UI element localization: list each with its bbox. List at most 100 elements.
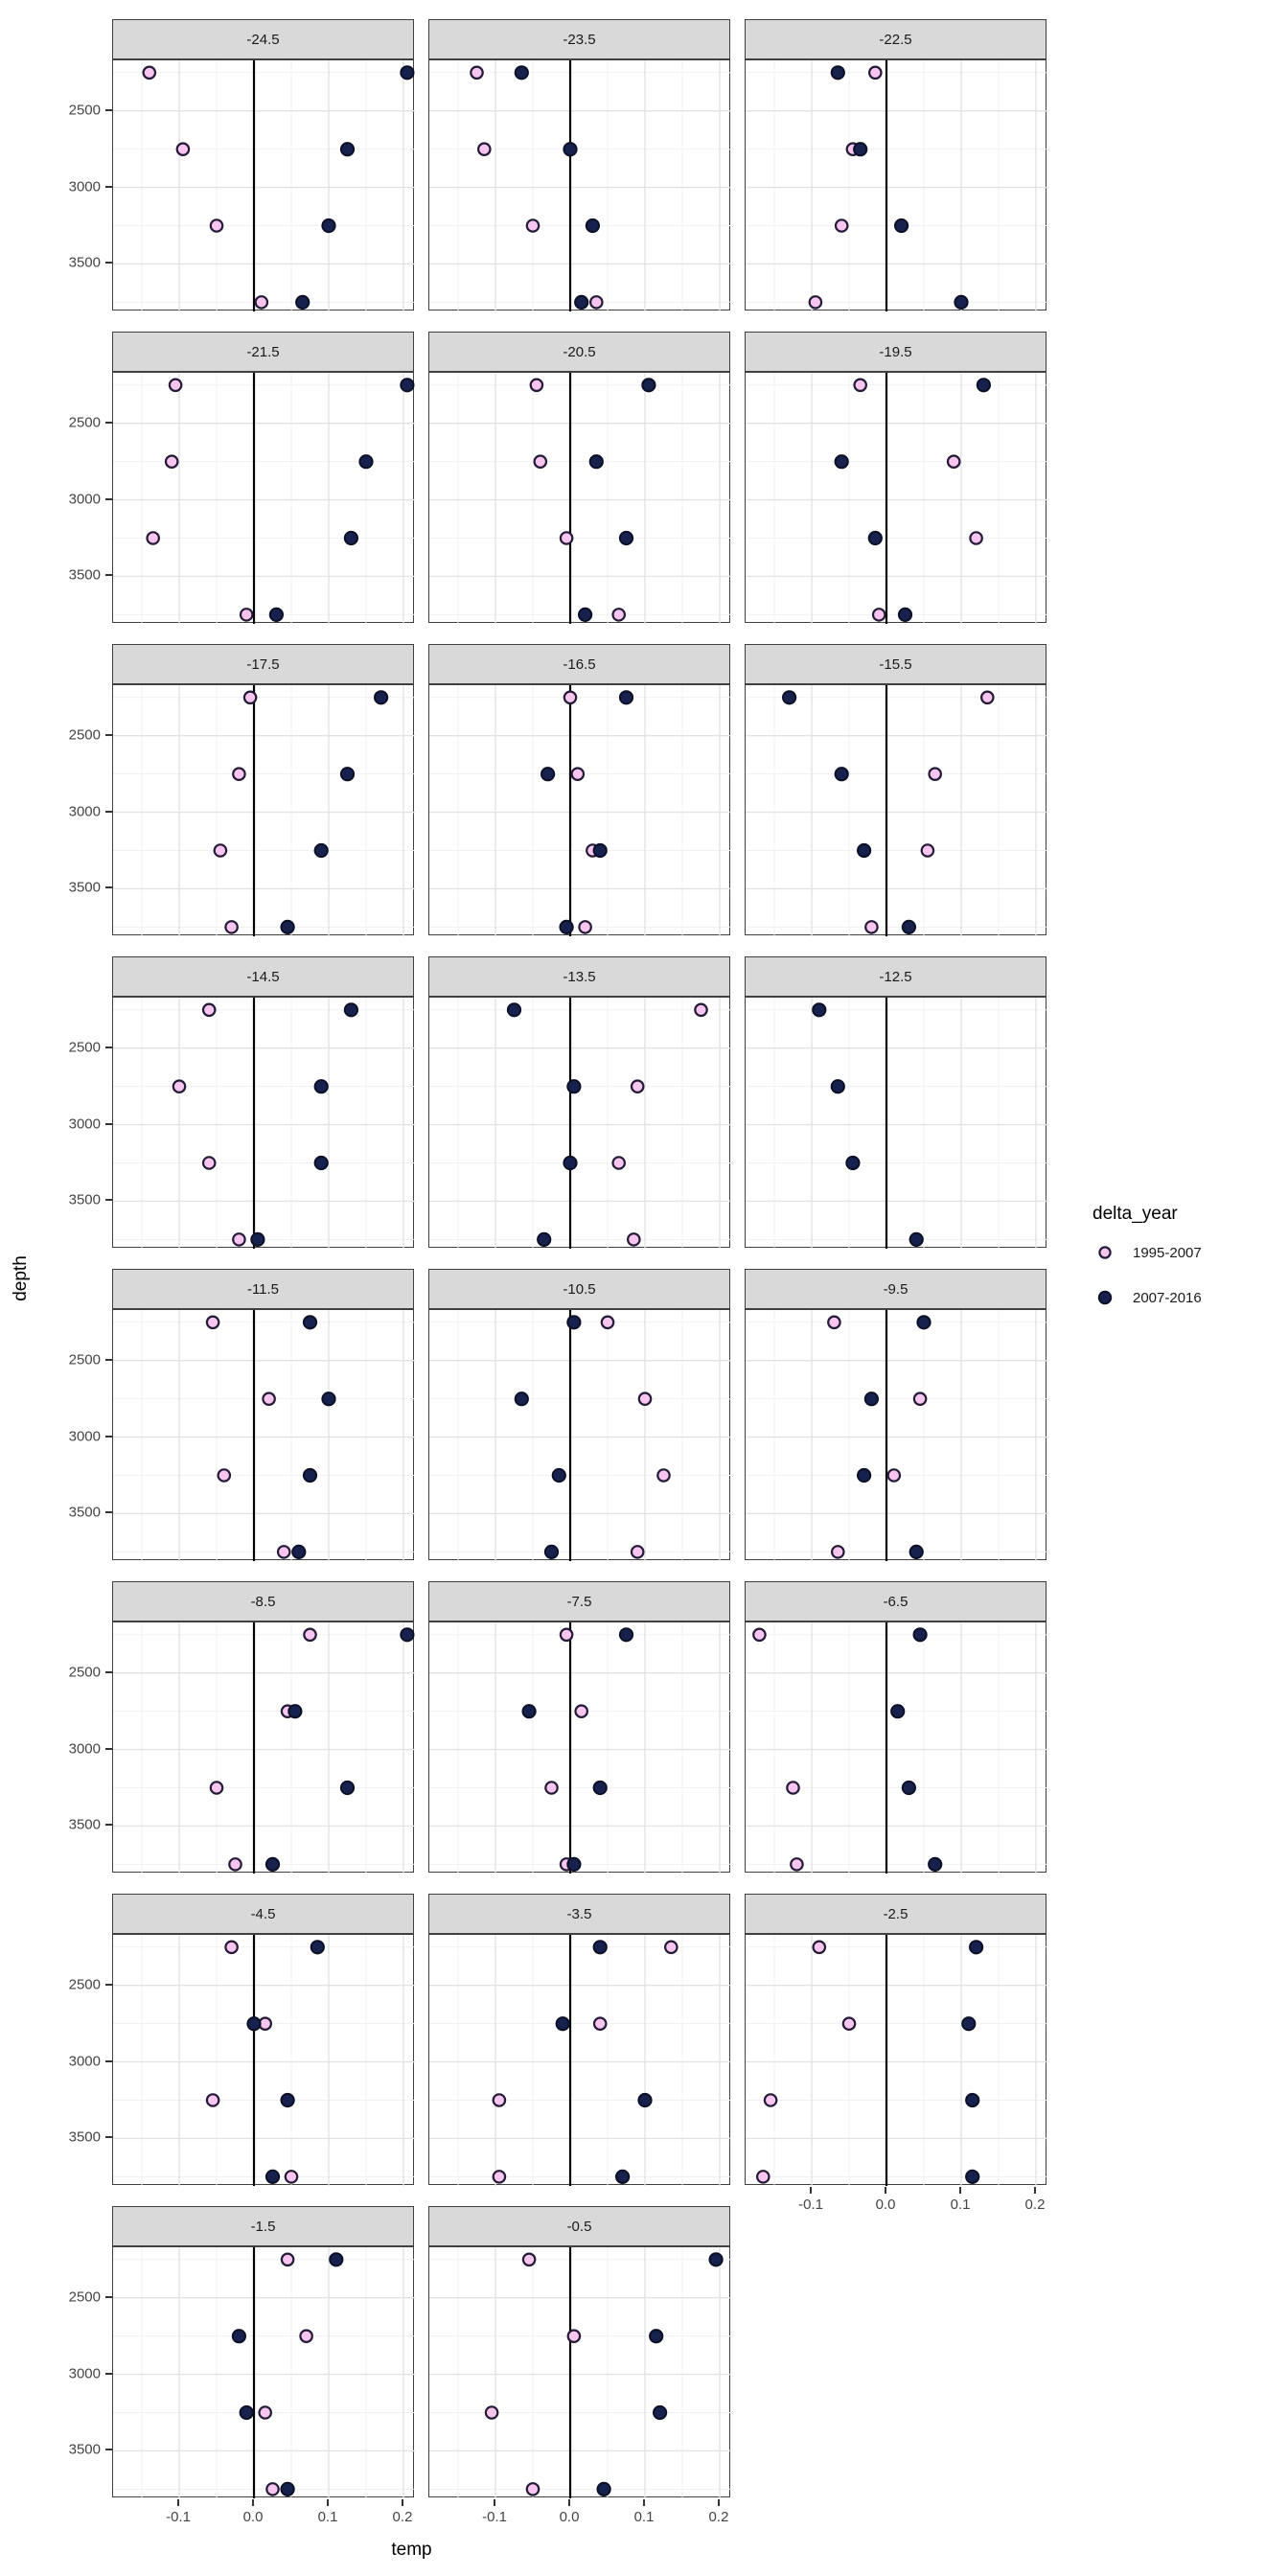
x-tick-mark — [177, 2499, 180, 2506]
point-2007-2016 — [641, 378, 656, 393]
point-2007-2016 — [563, 1155, 578, 1171]
y-tick-mark — [105, 1824, 112, 1827]
point-2007-2016 — [514, 1392, 529, 1407]
y-tick-label: 3500 — [68, 2441, 101, 2458]
point-1995-2007 — [201, 1002, 217, 1018]
y-tick-label: 3000 — [68, 178, 101, 196]
point-1995-2007 — [175, 142, 191, 156]
point-1995-2007 — [920, 843, 935, 858]
point-1995-2007 — [627, 1232, 641, 1247]
point-2007-2016 — [574, 294, 589, 310]
point-1995-2007 — [755, 2170, 770, 2184]
y-tick-label: 2500 — [68, 1664, 101, 1681]
point-1995-2007 — [146, 531, 160, 545]
facet-header--15.5: -15.5 — [745, 644, 1046, 684]
x-tick-mark — [885, 2187, 886, 2194]
point-2007-2016 — [514, 65, 529, 80]
point-1995-2007 — [521, 2252, 537, 2267]
point-2007-2016 — [540, 767, 556, 782]
point-2007-2016 — [592, 842, 608, 859]
point-1995-2007 — [980, 690, 995, 705]
x-tick-mark — [717, 2499, 720, 2506]
point-1995-2007 — [484, 2405, 499, 2420]
y-tick-mark — [105, 810, 112, 813]
point-1995-2007 — [600, 1315, 615, 1330]
x-tick-label: 0.1 — [633, 2509, 655, 2525]
point-2007-2016 — [867, 530, 883, 546]
point-2007-2016 — [400, 65, 415, 80]
y-tick-label: 3500 — [68, 254, 101, 271]
facet-panel--17.5 — [112, 684, 415, 936]
point-2007-2016 — [374, 690, 389, 705]
y-tick-label: 3000 — [68, 1116, 101, 1133]
y-tick-label: 2500 — [68, 726, 101, 744]
y-tick-label: 2500 — [68, 1351, 101, 1368]
point-1995-2007 — [224, 920, 239, 934]
y-tick-mark — [105, 1435, 112, 1438]
facet-header--23.5: -23.5 — [428, 19, 730, 59]
point-1995-2007 — [559, 531, 574, 545]
legend: delta_year 1995-2007 2007-2016 — [1091, 1204, 1282, 1328]
point-2007-2016 — [231, 2329, 246, 2344]
point-1995-2007 — [254, 295, 269, 310]
y-tick-mark — [105, 108, 112, 111]
point-1995-2007 — [630, 1545, 645, 1559]
facet-panel--13.5 — [428, 997, 731, 1249]
point-1995-2007 — [265, 2482, 280, 2496]
point-1995-2007 — [476, 142, 492, 156]
point-1995-2007 — [168, 378, 183, 393]
facet-header--10.5: -10.5 — [428, 1269, 730, 1309]
point-1995-2007 — [912, 1392, 928, 1406]
y-tick-label: 3500 — [68, 566, 101, 584]
point-1995-2007 — [630, 1079, 645, 1093]
point-2007-2016 — [863, 1392, 879, 1407]
y-tick-mark — [105, 1358, 112, 1361]
point-1995-2007 — [142, 65, 157, 80]
point-2007-2016 — [506, 1002, 522, 1018]
point-2007-2016 — [339, 1780, 356, 1796]
point-2007-2016 — [890, 1704, 906, 1719]
point-1995-2007 — [864, 920, 879, 934]
point-1995-2007 — [969, 531, 983, 545]
point-2007-2016 — [578, 607, 593, 622]
point-2007-2016 — [592, 1780, 608, 1796]
y-tick-label: 3500 — [68, 1191, 101, 1208]
y-tick-label: 2500 — [68, 102, 101, 119]
point-2007-2016 — [321, 218, 336, 234]
facet-panel--7.5 — [428, 1622, 731, 1874]
point-2007-2016 — [853, 142, 868, 157]
point-1995-2007 — [694, 1002, 708, 1018]
point-1995-2007 — [611, 1156, 626, 1170]
facet-panel--0.5 — [428, 2246, 731, 2498]
x-axis-title: temp — [391, 2540, 432, 2560]
point-2007-2016 — [543, 1544, 560, 1559]
point-1995-2007 — [853, 378, 867, 393]
point-2007-2016 — [566, 1079, 582, 1094]
y-tick-mark — [105, 733, 112, 736]
point-2007-2016 — [329, 2252, 344, 2267]
point-1995-2007 — [589, 295, 604, 310]
y-tick-label: 3000 — [68, 2053, 101, 2070]
point-2007-2016 — [313, 1079, 329, 1094]
x-tick-label: -0.1 — [482, 2509, 507, 2525]
point-1995-2007 — [228, 1857, 242, 1872]
point-1995-2007 — [928, 767, 942, 781]
point-2007-2016 — [250, 1231, 265, 1247]
point-2007-2016 — [708, 2252, 724, 2267]
point-2007-2016 — [954, 294, 969, 310]
point-1995-2007 — [525, 218, 540, 233]
point-2007-2016 — [908, 1231, 924, 1247]
point-1995-2007 — [946, 454, 961, 469]
facet-panel--23.5 — [428, 59, 731, 311]
facet-panel--4.5 — [112, 1934, 415, 2186]
y-tick-label: 2500 — [68, 1976, 101, 1993]
y-tick-mark — [105, 886, 112, 889]
point-1995-2007 — [570, 767, 586, 781]
x-tick-label: 0.2 — [392, 2509, 413, 2525]
point-2007-2016 — [239, 2404, 254, 2421]
point-1995-2007 — [232, 767, 246, 781]
point-2007-2016 — [302, 1467, 318, 1484]
y-tick-mark — [105, 2372, 112, 2375]
point-2007-2016 — [537, 1231, 552, 1247]
facet-panel--19.5 — [745, 372, 1047, 624]
